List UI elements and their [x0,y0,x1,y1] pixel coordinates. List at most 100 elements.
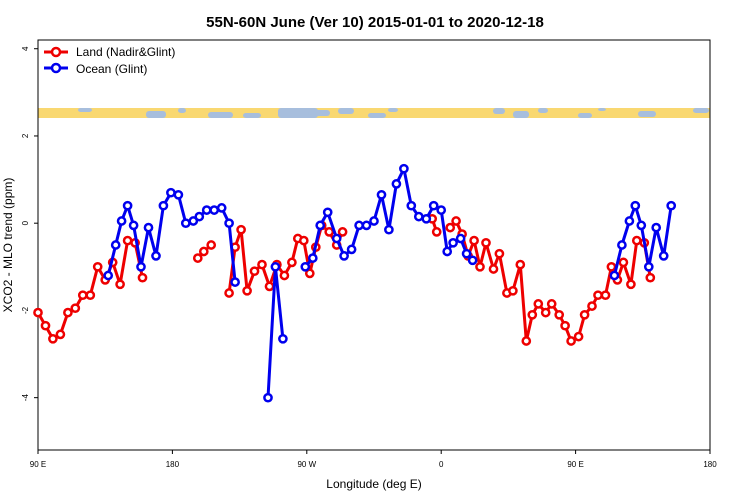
data-point [527,309,538,320]
map-strip-ocean [693,108,709,113]
data-point [475,261,485,272]
data-point [224,218,234,229]
x-tick-label: 0 [439,460,444,469]
data-point [242,285,252,296]
data-point [116,216,127,226]
map-strip-ocean [493,108,505,114]
data-point [630,200,641,211]
data-point [180,218,191,229]
data-point [354,220,364,231]
map-strip-ocean [368,113,386,118]
data-point [636,220,647,231]
data-point [361,220,372,231]
series-line [227,223,344,294]
data-point [216,203,227,213]
data-point [128,220,139,231]
series-line [36,239,144,341]
data-point [201,205,212,215]
data-point [600,290,611,301]
data-point [421,213,432,224]
data-point [406,200,417,211]
series-layer [33,163,677,403]
data-point [455,233,466,244]
data-point [554,309,565,320]
y-tick-label: -2 [21,306,30,314]
data-point [307,253,318,263]
data-point [515,259,526,270]
data-point [442,246,453,257]
map-strip-ocean [278,108,318,118]
data-point [540,307,551,318]
data-point [658,251,669,261]
data-point [566,336,576,346]
data-point [467,255,478,266]
data-point [287,257,297,268]
data-point [230,277,240,287]
map-strip-ocean [538,108,548,113]
data-point [122,235,133,246]
data-point [257,259,267,270]
map-strip-ocean [513,111,529,118]
data-point [136,261,146,272]
data-point [110,240,121,250]
y-axis: -4 -2 0 2 4 [21,46,38,401]
legend: Land (Nadir&Glint) Ocean (Glint) [44,45,175,76]
y-tick-label: -4 [21,394,30,402]
data-point [103,270,114,281]
data-point [609,270,620,281]
data-point [488,264,499,274]
data-point [587,301,597,311]
data-point [173,189,184,200]
data-point [436,205,447,215]
data-point [337,227,348,237]
data-point [33,307,43,318]
data-point [143,222,154,233]
y-tick-label: 0 [21,220,30,225]
data-point [431,227,442,237]
chart-title: 55N-60N June (Ver 10) 2015-01-01 to 2020… [206,14,544,31]
data-point [469,235,479,246]
data-point [666,200,677,211]
data-point [560,320,570,331]
data-point [192,253,203,263]
legend-land-label: Land (Nadir&Glint) [76,45,175,59]
data-point [300,261,311,272]
data-point [445,222,456,233]
map-strip-ocean [638,111,656,117]
map-strip-ocean [178,108,186,113]
data-point [651,222,662,233]
data-point [631,235,642,246]
data-point [643,261,654,272]
data-point [206,240,217,250]
data-point [384,224,394,235]
y-tick-label: 4 [21,46,30,51]
data-point [85,290,96,301]
x-tick-label: 90 E [567,460,583,469]
data-point [55,329,66,340]
data-point [606,261,617,272]
data-point [151,251,161,261]
data-point [346,244,357,255]
data-point [617,240,627,250]
data-point [264,281,275,292]
data-point [618,257,629,268]
series-ocean [103,163,677,403]
data-point [279,270,290,281]
data-point [573,331,584,342]
land-ocean-map-strip [38,108,710,118]
plot-frame [37,39,711,451]
data-point [579,309,590,320]
legend-ocean-label: Ocean (Glint) [76,62,147,76]
data-point [188,216,199,226]
data-point [399,163,409,174]
data-point [304,268,315,279]
data-point [224,288,234,298]
data-point [494,248,505,259]
data-point [198,246,209,257]
data-point [158,200,169,211]
data-point [270,261,281,272]
data-point [236,224,246,235]
data-point [626,279,636,290]
data-point [324,227,335,237]
data-point [322,207,333,218]
